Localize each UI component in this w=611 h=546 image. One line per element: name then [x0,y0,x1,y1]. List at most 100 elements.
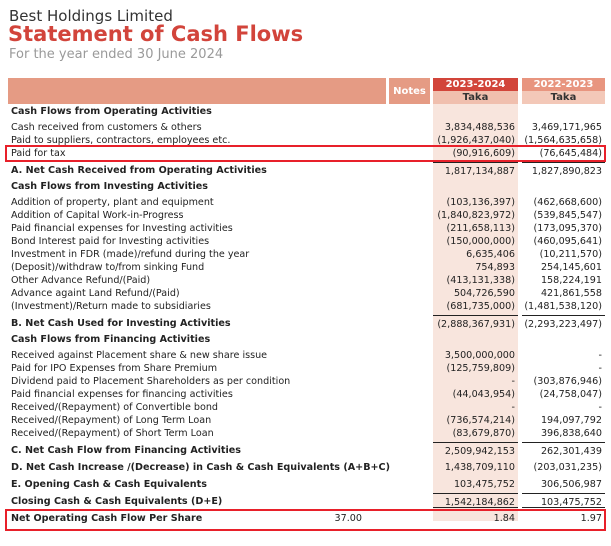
row-label: Paid for tax [11,148,66,159]
table-row: (Deposit)/withdraw to/from sinking Fund 7… [0,261,611,274]
value-2022-2023: 103,475,752 [522,493,605,510]
row-label: Received/(Repayment) of Long Term Loan [11,415,212,426]
table-row: Paid financial expenses for Investing ac… [0,222,611,235]
total-row: Closing Cash & Cash Equivalents (D+E) 1,5… [0,491,611,510]
value-2022-2023: 1.97 [580,513,602,524]
value-2022-2023: (24,758,047) [539,389,602,400]
section-heading-row: Cash Flows from Financing Activities [0,330,611,349]
value-2022-2023: (2,293,223,497) [522,315,605,330]
value-2023-2024: (83,679,870) [452,428,515,439]
value-2022-2023: (460,095,641) [533,236,602,247]
value-2023-2024: (103,136,397) [446,197,515,208]
table-row: Paid financial expenses for financing ac… [0,388,611,401]
cash-flow-table: Cash Flows from Operating Activities Cash… [0,104,611,525]
value-2023-2024: 1,438,709,110 [444,462,515,473]
row-label: Investment in FDR (made)/refund during t… [11,249,250,260]
table-row: Received/(Repayment) of Long Term Loan (7… [0,414,611,427]
current-year-column-shading [433,104,518,521]
value-2023-2024: (1,926,437,040) [437,135,515,146]
notes-header: Notes [389,78,430,104]
value-2022-2023: 396,838,640 [540,428,602,439]
table-row: Received against Placement share & new s… [0,349,611,362]
row-label: A. Net Cash Received from Operating Acti… [11,165,267,176]
value-2023-2024: 504,726,590 [453,288,515,299]
value-2022-2023: 3,469,171,965 [531,122,602,133]
table-row: Bond Interest paid for Investing activit… [0,235,611,248]
period-subtitle: For the year ended 30 June 2024 [9,47,224,62]
value-2023-2024: - [511,376,515,387]
row-label: Addition of property, plant and equipmen… [11,197,214,208]
value-2022-2023: (203,031,235) [533,462,602,473]
value-2023-2024: 1.84 [493,513,515,524]
value-2022-2023: - [598,350,602,361]
year-header-prior: 2022-2023 [522,78,605,91]
value-2022-2023: 254,145,601 [540,262,602,273]
row-label: Received/(Repayment) of Short Term Loan [11,428,214,439]
row-label: Paid financial expenses for financing ac… [11,389,233,400]
value-2023-2024: 3,834,488,536 [444,122,515,133]
currency-header-current: Taka [433,91,518,104]
value-2022-2023: 194,097,792 [540,415,602,426]
row-label: Cash Flows from Financing Activities [11,334,211,345]
row-label: Paid financial expenses for Investing ac… [11,223,233,234]
value-2023-2024: 6,635,406 [466,249,515,260]
value-2022-2023: (76,645,484) [539,148,602,159]
value-2023-2024: 1,542,184,862 [433,493,518,510]
table-row: Investment in FDR (made)/refund during t… [0,248,611,261]
row-label: Received/(Repayment) of Convertible bond [11,402,219,413]
value-2022-2023: 306,506,987 [540,479,602,490]
total-row: Net Operating Cash Flow Per Share 37.00 1.… [0,508,611,525]
highlight-box [5,145,606,162]
value-2023-2024: 103,475,752 [453,479,515,490]
value-2023-2024: 1,817,134,887 [433,162,518,177]
table-row: (Investment)/Return made to subsidiaries… [0,300,611,313]
company-name: Best Holdings Limited [9,7,173,25]
value-2023-2024: (125,759,809) [446,363,515,374]
year-header-current: 2023-2024 [433,78,518,91]
table-row: Cash received from customers & others 3,8… [0,121,611,134]
table-row: Dividend paid to Placement Shareholders … [0,375,611,388]
value-2023-2024: (90,916,609) [452,148,515,159]
row-label: (Deposit)/withdraw to/from sinking Fund [11,262,205,273]
value-2022-2023: (303,876,946) [533,376,602,387]
row-label: B. Net Cash Used for Investing Activitie… [11,318,231,329]
row-note: 37.00 [334,513,362,524]
value-2023-2024: 2,509,942,153 [433,442,518,457]
value-2022-2023: 158,224,191 [540,275,602,286]
value-2023-2024: 3,500,000,000 [444,350,515,361]
table-row: Advance againt Land Refund/(Paid) 504,726… [0,287,611,300]
row-label: Addition of Capital Work-in-Progress [11,210,184,221]
value-2023-2024: (150,000,000) [446,236,515,247]
total-row: C. Net Cash Flow from Financing Activiti… [0,440,611,457]
value-2022-2023: 262,301,439 [522,442,605,457]
total-row: A. Net Cash Received from Operating Acti… [0,160,611,177]
row-label: Closing Cash & Cash Equivalents (D+E) [11,496,223,507]
row-label: Paid to suppliers, contractors, employee… [11,135,231,146]
row-label: D. Net Cash Increase /(Decrease) in Cash… [11,462,390,473]
value-2023-2024: (2,888,367,931) [433,315,518,330]
section-heading-row: Cash Flows from Investing Activities [0,177,611,196]
table-row: Addition of property, plant and equipmen… [0,196,611,209]
total-row: D. Net Cash Increase /(Decrease) in Cash… [0,457,611,474]
row-label: Cash Flows from Investing Activities [11,181,208,192]
row-label: Advance againt Land Refund/(Paid) [11,288,180,299]
value-2022-2023: (539,845,547) [533,210,602,221]
row-label: Dividend paid to Placement Shareholders … [11,376,291,387]
table-row: Received/(Repayment) of Short Term Loan (… [0,427,611,440]
row-label: Other Advance Refund/(Paid) [11,275,151,286]
value-2022-2023: 421,861,558 [540,288,602,299]
value-2022-2023: (462,668,600) [533,197,602,208]
value-2022-2023: (1,481,538,120) [524,301,602,312]
row-label: Net Operating Cash Flow Per Share [11,513,203,524]
value-2022-2023: - [598,363,602,374]
total-row: B. Net Cash Used for Investing Activitie… [0,313,611,330]
value-2022-2023: 1,827,890,823 [522,162,605,177]
row-label: Cash Flows from Operating Activities [11,106,212,117]
value-2022-2023: - [598,402,602,413]
value-2023-2024: (681,735,000) [446,301,515,312]
value-2022-2023: (1,564,635,658) [524,135,602,146]
highlight-box [5,509,606,531]
value-2023-2024: (413,131,338) [446,275,515,286]
value-2023-2024: (736,574,214) [446,415,515,426]
value-2022-2023: (10,211,570) [539,249,602,260]
